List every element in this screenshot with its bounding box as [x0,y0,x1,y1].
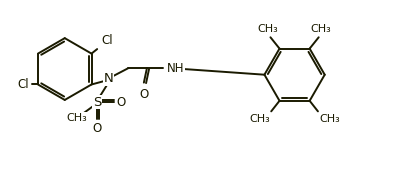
Text: O: O [139,88,148,101]
Text: CH₃: CH₃ [66,113,87,123]
Text: CH₃: CH₃ [258,24,279,34]
Text: O: O [93,122,102,135]
Text: CH₃: CH₃ [310,24,331,34]
Text: N: N [104,72,113,85]
Text: NH: NH [166,62,184,75]
Text: O: O [117,96,126,109]
Text: CH₃: CH₃ [249,114,270,124]
Text: S: S [93,96,101,109]
Text: CH₃: CH₃ [319,114,340,124]
Text: Cl: Cl [17,78,29,91]
Text: Cl: Cl [101,34,112,47]
